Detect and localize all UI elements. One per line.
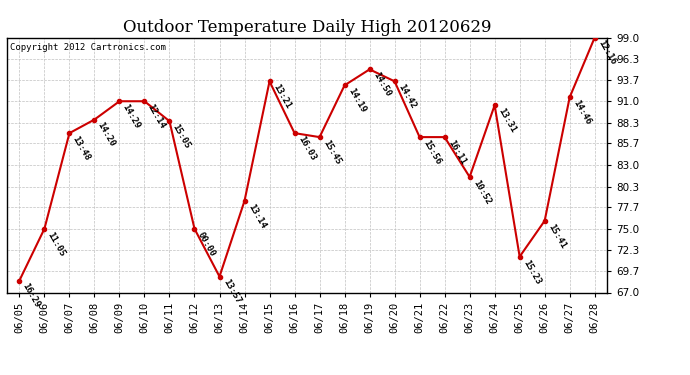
Text: 14:50: 14:50 — [371, 71, 392, 99]
Text: 13:21: 13:21 — [271, 83, 292, 111]
Title: Outdoor Temperature Daily High 20120629: Outdoor Temperature Daily High 20120629 — [123, 19, 491, 36]
Text: 13:48: 13:48 — [71, 135, 92, 162]
Text: 15:23: 15:23 — [521, 258, 542, 286]
Text: 13:31: 13:31 — [496, 106, 518, 134]
Text: 15:05: 15:05 — [171, 123, 192, 150]
Text: 14:46: 14:46 — [571, 99, 592, 126]
Text: 10:52: 10:52 — [471, 178, 492, 206]
Text: 12:14: 12:14 — [146, 103, 167, 130]
Text: 16:29: 16:29 — [21, 282, 42, 310]
Text: 12:16: 12:16 — [596, 39, 618, 67]
Text: 16:03: 16:03 — [296, 135, 317, 162]
Text: 15:41: 15:41 — [546, 222, 567, 250]
Text: 00:00: 00:00 — [196, 230, 217, 258]
Text: 15:56: 15:56 — [421, 138, 442, 166]
Text: 16:11: 16:11 — [446, 138, 467, 166]
Text: 14:29: 14:29 — [121, 103, 142, 130]
Text: 11:05: 11:05 — [46, 230, 67, 258]
Text: 15:45: 15:45 — [321, 138, 342, 166]
Text: 14:20: 14:20 — [96, 121, 117, 149]
Text: 13:57: 13:57 — [221, 278, 242, 306]
Text: Copyright 2012 Cartronics.com: Copyright 2012 Cartronics.com — [10, 43, 166, 52]
Text: 13:14: 13:14 — [246, 202, 267, 230]
Text: 14:42: 14:42 — [396, 83, 417, 111]
Text: 14:19: 14:19 — [346, 87, 367, 114]
